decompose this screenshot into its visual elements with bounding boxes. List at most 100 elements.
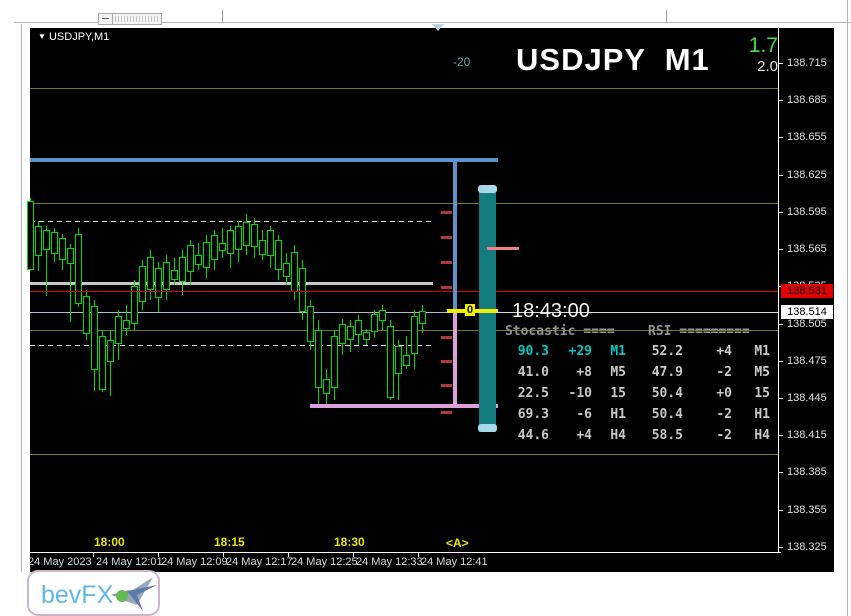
price-axis-label: 138.415: [787, 429, 827, 441]
rsi-timeframe: H4: [754, 428, 770, 443]
stoch-timeframe: H4: [610, 428, 626, 443]
price-axis-label: 138.595: [787, 206, 827, 218]
indicator-panel: 90.3 +29 M1 52.2 +4 M1 41.0 +8 M5 47.9 -2 M5 22.5 -10…: [505, 344, 795, 449]
price-axis-tick: [778, 100, 783, 101]
price-axis-tick: [778, 547, 783, 548]
price-axis-tick: [778, 398, 783, 399]
indicator-row: 44.6 +4 H4 58.5 -2 H4: [505, 428, 795, 449]
rsi-value: 50.4: [651, 407, 683, 422]
stoch-value: 44.6: [517, 428, 549, 443]
stoch-timeframe: 15: [610, 386, 626, 401]
price-axis-label: 138.565: [787, 243, 827, 255]
time-axis-tick: [93, 552, 94, 557]
price-axis-label: 138.715: [787, 57, 827, 69]
date-label: 24 May 12:25: [291, 556, 358, 568]
bevfx-bird-icon: [111, 577, 157, 611]
rsi-delta: +0: [716, 386, 732, 401]
price-axis-tick: [778, 175, 783, 176]
stoch-timeframe: M5: [610, 365, 626, 380]
price-axis[interactable]: 138.715 138.685 138.655 138.625 138.595 138.5…: [778, 28, 836, 553]
price-axis-tick: [778, 63, 783, 64]
price-axis-label: 138.685: [787, 94, 827, 106]
handle-divider: [112, 14, 113, 24]
date-label: 24 May 12:09: [161, 556, 228, 568]
indicator-row: 69.3 -6 H1 50.4 -2 H1: [505, 407, 795, 428]
symbol-dropdown[interactable]: ▼ USDJPY,M1: [38, 31, 109, 43]
price-axis-tick: [778, 137, 783, 138]
stoch-delta: +29: [568, 344, 592, 359]
spread-value-bottom: 2.0: [757, 58, 778, 75]
rsi-timeframe: H1: [754, 407, 770, 422]
plot-right-border: [778, 28, 779, 553]
price-axis-label: 138.475: [787, 355, 827, 367]
symbol-label[interactable]: USDJPY,M1: [48, 31, 110, 43]
stoch-value: 41.0: [517, 365, 549, 380]
indicator-row: 22.5 -10 15 50.4 +0 15: [505, 386, 795, 407]
panel-header-stochastic: Stocastic ====: [505, 324, 615, 339]
price-axis-tick: [778, 324, 783, 325]
time-axis-tick: [158, 552, 159, 557]
rsi-value: 47.9: [651, 365, 683, 380]
toolbar-handle[interactable]: [98, 13, 162, 25]
rsi-delta: -2: [716, 365, 732, 380]
price-axis-tick: [778, 361, 783, 362]
time-axis-tick: [288, 552, 289, 557]
price-axis-tick: [778, 249, 783, 250]
rsi-value: 50.4: [651, 386, 683, 401]
price-axis-label: 138.445: [787, 392, 827, 404]
triangle-down-icon[interactable]: ▼: [38, 32, 46, 41]
price-axis-tick: [778, 212, 783, 213]
time-axis-tick: [353, 552, 354, 557]
indicator-value-label: -20: [453, 55, 471, 69]
toolbar-tick-left: [222, 10, 223, 22]
rsi-delta: -2: [716, 407, 732, 422]
price-axis-label: 138.625: [787, 169, 827, 181]
stoch-delta: -6: [576, 407, 592, 422]
time-label: 18:00: [94, 535, 125, 549]
chart-title: USDJPY M1: [516, 42, 710, 77]
alert-marker-label: <A>: [446, 536, 469, 550]
rsi-timeframe: M5: [754, 365, 770, 380]
rsi-value: 52.2: [651, 344, 683, 359]
price-axis-label: 138.355: [787, 504, 827, 516]
price-axis-tick: [778, 472, 783, 473]
clock-label: 18:43:00: [512, 300, 590, 322]
bid-price-box: 138.514: [781, 305, 833, 319]
time-label: 18:30: [334, 535, 365, 549]
left-frame-line: [21, 24, 22, 572]
price-axis-label: 138.325: [787, 541, 827, 553]
stoch-timeframe: H1: [610, 407, 626, 422]
indicator-row: 41.0 +8 M5 47.9 -2 M5: [505, 365, 795, 386]
stoch-timeframe: M1: [610, 344, 626, 359]
price-axis-tick: [778, 510, 783, 511]
minimize-icon[interactable]: [102, 18, 109, 19]
price-axis-tick: [778, 435, 783, 436]
price-axis-label: 138.505: [787, 318, 827, 330]
rsi-delta: -2: [716, 428, 732, 443]
date-label: 24 May 12:17: [226, 556, 293, 568]
stoch-value: 69.3: [517, 407, 549, 422]
rsi-value: 58.5: [651, 428, 683, 443]
time-axis-tick: [223, 552, 224, 557]
plot-bottom-border: [30, 552, 781, 553]
date-label: 24 May 2023: [28, 556, 92, 568]
rsi-timeframe: M1: [754, 344, 770, 359]
time-axis[interactable]: 18:00 18:15 18:30 <A> 24 May 2023 24 May 12:0…: [28, 530, 808, 572]
rsi-delta: +4: [716, 344, 732, 359]
grip-dots-icon: [115, 16, 158, 22]
rsi-timeframe: 15: [754, 386, 770, 401]
price-axis-tick: [778, 286, 783, 287]
time-axis-tick: [418, 552, 419, 557]
stoch-delta: +4: [576, 428, 592, 443]
stoch-delta: -10: [568, 386, 592, 401]
right-frame-line: [847, 0, 848, 616]
date-label: 24 May 12:41: [421, 556, 488, 568]
toolbar-divider: [14, 22, 851, 23]
indicator-row: 90.3 +29 M1 52.2 +4 M1: [505, 344, 795, 365]
bevfx-logo: bevFX: [27, 570, 160, 616]
time-label: 18:15: [214, 535, 245, 549]
stoch-value: 22.5: [517, 386, 549, 401]
time-marker-triangle-icon: [432, 24, 444, 31]
panel-header-rsi: RSI =========: [648, 324, 750, 339]
